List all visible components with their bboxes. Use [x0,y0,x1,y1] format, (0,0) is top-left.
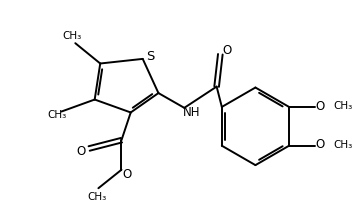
Text: S: S [146,50,154,63]
Text: CH₃: CH₃ [333,101,352,111]
Text: CH₃: CH₃ [333,140,352,150]
Text: O: O [122,168,132,181]
Text: O: O [222,44,231,57]
Text: O: O [76,145,86,158]
Text: O: O [315,138,324,151]
Text: NH: NH [183,106,200,119]
Text: O: O [315,99,324,113]
Text: CH₃: CH₃ [87,192,106,202]
Text: CH₃: CH₃ [62,31,81,41]
Text: CH₃: CH₃ [47,110,67,120]
